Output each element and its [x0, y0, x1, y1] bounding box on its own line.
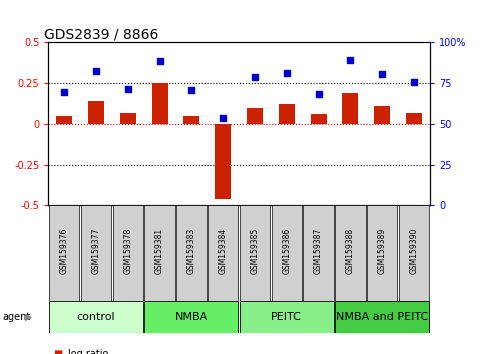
Bar [49, 205, 80, 301]
Text: ▶: ▶ [25, 312, 33, 322]
Bar [215, 124, 231, 199]
Point [124, 86, 132, 92]
Bar [152, 83, 168, 124]
Bar [311, 114, 327, 124]
Point [156, 58, 163, 64]
Bar [56, 116, 72, 124]
Bar [120, 113, 136, 124]
Bar [342, 93, 358, 124]
Bar [49, 301, 143, 333]
Point [315, 91, 323, 97]
Point [378, 72, 386, 77]
Bar [240, 301, 334, 333]
Text: GSM159390: GSM159390 [410, 228, 418, 274]
Bar [335, 205, 366, 301]
Point [219, 115, 227, 121]
Bar [406, 113, 422, 124]
Text: GSM159378: GSM159378 [123, 228, 132, 274]
Text: ■: ■ [53, 349, 62, 354]
Bar [144, 205, 175, 301]
Point [92, 68, 100, 74]
Bar [184, 116, 199, 124]
Bar [303, 205, 334, 301]
Bar [81, 205, 111, 301]
Bar [279, 104, 295, 124]
Text: GSM159386: GSM159386 [282, 228, 291, 274]
Point [60, 89, 68, 95]
Text: NMBA and PEITC: NMBA and PEITC [336, 312, 428, 322]
Bar [247, 108, 263, 124]
Bar [271, 205, 302, 301]
Text: GSM159376: GSM159376 [60, 228, 69, 274]
Text: GSM159381: GSM159381 [155, 228, 164, 274]
Text: GSM159389: GSM159389 [378, 228, 387, 274]
Text: agent: agent [2, 312, 30, 322]
Point [346, 58, 354, 63]
Text: GSM159385: GSM159385 [251, 228, 259, 274]
Bar [88, 101, 104, 124]
Bar [335, 301, 429, 333]
Text: GSM159384: GSM159384 [219, 228, 227, 274]
Text: GSM159387: GSM159387 [314, 228, 323, 274]
Bar [240, 205, 270, 301]
Bar [398, 205, 429, 301]
Text: GSM159377: GSM159377 [91, 228, 100, 274]
Point [251, 75, 259, 80]
Text: PEITC: PEITC [271, 312, 302, 322]
Bar [374, 106, 390, 124]
Bar [208, 205, 239, 301]
Point [410, 80, 418, 85]
Text: control: control [77, 312, 115, 322]
Bar [176, 205, 207, 301]
Bar [144, 301, 239, 333]
Text: GDS2839 / 8866: GDS2839 / 8866 [44, 27, 159, 41]
Text: GSM159388: GSM159388 [346, 228, 355, 274]
Bar [113, 205, 143, 301]
Text: NMBA: NMBA [175, 312, 208, 322]
Point [283, 70, 291, 76]
Text: log ratio: log ratio [68, 349, 108, 354]
Point [187, 87, 195, 92]
Bar [367, 205, 398, 301]
Text: GSM159383: GSM159383 [187, 228, 196, 274]
